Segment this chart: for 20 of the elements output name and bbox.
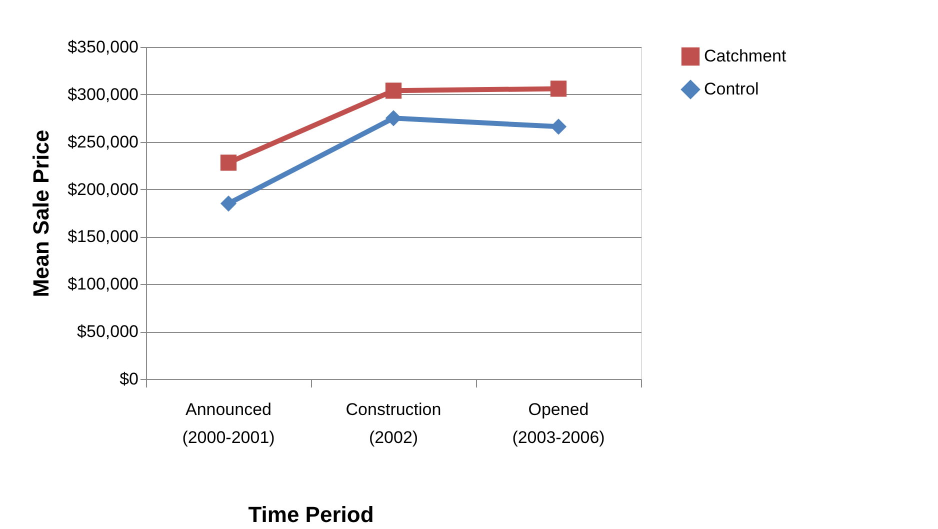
x-tick-label: Announced (2000-2001)	[182, 400, 275, 447]
point	[220, 154, 237, 171]
y-tick-label: $350,000	[68, 38, 138, 56]
y-tick-label: $200,000	[68, 180, 138, 199]
y-tick-label: $0	[120, 370, 138, 388]
x-tick-label: Construction (2002)	[346, 400, 442, 447]
y-tick-label: $300,000	[68, 84, 138, 104]
y-tick-label: $50,000	[77, 322, 138, 342]
point	[550, 118, 567, 135]
legend-label: Catchment	[704, 46, 786, 66]
y-axis-title: Mean Sale Price	[28, 130, 54, 298]
x-axis-title: Time Period	[248, 502, 374, 527]
legend-label: Control	[704, 80, 759, 98]
point	[220, 195, 237, 212]
y-tick-label: $150,000	[68, 227, 138, 246]
y-tick-label: $250,000	[68, 132, 138, 152]
point	[385, 82, 402, 99]
x-tick-label: Opened (2003-2006)	[512, 400, 605, 447]
point	[550, 80, 567, 97]
y-tick-label: $100,000	[68, 274, 138, 294]
